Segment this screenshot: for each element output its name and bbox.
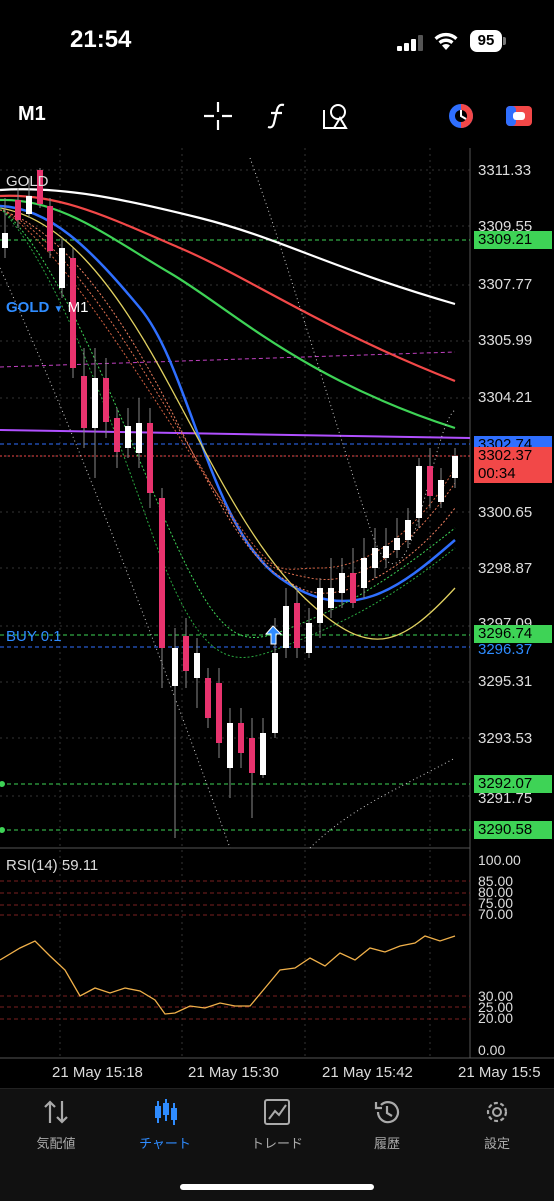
rsi-indicator-label: RSI(14) 59.11 bbox=[6, 857, 99, 874]
price-level: 3291.75 bbox=[478, 790, 533, 807]
history-icon bbox=[374, 1101, 400, 1124]
rsi-level: 30.00 bbox=[478, 988, 514, 1004]
tab-label: 設定 bbox=[483, 1136, 510, 1151]
price-level: 3298.87 bbox=[478, 560, 533, 577]
function-icon[interactable] bbox=[262, 100, 294, 132]
battery-level: 95 bbox=[470, 30, 502, 52]
tab-label: 履歴 bbox=[373, 1136, 400, 1151]
time-label: 21 May 15:18 bbox=[52, 1064, 143, 1081]
bid-price-tag: 3302.37 bbox=[474, 447, 552, 465]
symbol-timeframe: M1 bbox=[67, 299, 89, 316]
indicator-toggle-icon[interactable] bbox=[445, 100, 477, 132]
time-label: 21 May 15:5 bbox=[458, 1064, 541, 1081]
buy-price-tag: 3296.74 bbox=[474, 625, 552, 643]
wifi-icon bbox=[434, 32, 458, 50]
tab-quotes[interactable]: 気配値 bbox=[11, 1097, 101, 1152]
symbol-name: GOLD bbox=[6, 299, 50, 316]
battery-icon: 95 bbox=[470, 30, 508, 52]
sl-upper-tag: 3292.07 bbox=[474, 775, 552, 793]
rsi-level: 100.00 bbox=[478, 852, 521, 868]
tab-label: チャート bbox=[139, 1136, 191, 1151]
tab-label: 気配値 bbox=[36, 1136, 76, 1151]
price-level: 3300.65 bbox=[478, 504, 533, 521]
time-label: 21 May 15:30 bbox=[188, 1064, 279, 1081]
tab-trade[interactable]: トレード bbox=[232, 1097, 322, 1152]
home-indicator bbox=[180, 1184, 374, 1190]
price-level: 3293.53 bbox=[478, 730, 533, 747]
settings-icon bbox=[486, 1101, 508, 1123]
chart-icon bbox=[155, 1099, 177, 1125]
trade-toggle-icon[interactable] bbox=[503, 100, 535, 132]
symbol-description: GOLD bbox=[6, 173, 49, 190]
price-chart[interactable] bbox=[0, 148, 554, 1086]
price-level: 3304.21 bbox=[478, 389, 533, 406]
trade-icon bbox=[264, 1099, 290, 1125]
status-time: 21:54 bbox=[70, 26, 132, 53]
price-level: 3311.33 bbox=[478, 162, 532, 179]
status-bar: 21:54 95 bbox=[0, 0, 554, 80]
chart-area[interactable]: GOLD ▼ M1 bbox=[0, 148, 554, 1086]
bottom-tab-bar: 気配値 チャート トレード 履歴 設定 bbox=[0, 1088, 554, 1201]
tp-price-tag: 3309.21 bbox=[474, 231, 552, 249]
rsi-level: 85.00 bbox=[478, 873, 514, 889]
rsi-level: 70.00 bbox=[478, 906, 514, 922]
tab-chart[interactable]: チャート bbox=[120, 1097, 210, 1152]
buy-arrow-icon bbox=[264, 625, 283, 645]
price-level: 3309.55 bbox=[478, 218, 533, 235]
rsi-level: 25.00 bbox=[478, 999, 514, 1015]
tab-history[interactable]: 履歴 bbox=[342, 1097, 432, 1152]
rsi-level: 80.00 bbox=[478, 884, 514, 900]
price-level: 3307.77 bbox=[478, 276, 533, 293]
rsi-line bbox=[0, 935, 456, 1015]
rsi-level: 20.00 bbox=[478, 1010, 514, 1026]
symbol-label[interactable]: GOLD ▼ M1 bbox=[6, 299, 88, 316]
chart-toolbar: M1 bbox=[0, 90, 554, 140]
symbol-dropdown-icon[interactable]: ▼ bbox=[53, 304, 64, 315]
tab-label: トレード bbox=[250, 1136, 303, 1151]
order-line-label[interactable]: BUY 0.1 bbox=[6, 628, 62, 645]
rsi-level: 75.00 bbox=[478, 895, 514, 911]
time-label: 21 May 15:42 bbox=[322, 1064, 413, 1081]
sl-lower-tag: 3290.58 bbox=[474, 821, 552, 839]
timeframe-button[interactable]: M1 bbox=[18, 103, 46, 125]
buy-line-tag: 3296.37 bbox=[478, 641, 533, 658]
objects-icon[interactable] bbox=[320, 100, 352, 132]
cellular-signal-icon bbox=[397, 35, 423, 51]
price-level: 3295.31 bbox=[478, 673, 533, 690]
candle-countdown: 00:34 bbox=[474, 465, 552, 483]
crosshair-icon[interactable] bbox=[202, 100, 234, 132]
price-level: 3305.99 bbox=[478, 332, 533, 349]
rsi-level: 0.00 bbox=[478, 1042, 506, 1058]
tab-settings[interactable]: 設定 bbox=[452, 1097, 542, 1152]
quotes-icon bbox=[44, 1100, 68, 1124]
